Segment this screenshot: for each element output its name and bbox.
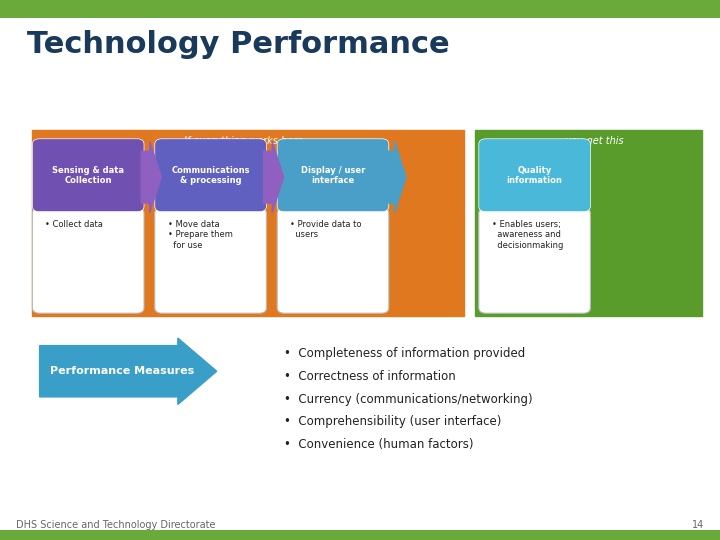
- Bar: [0, 0, 720, 18]
- Text: Communications
& processing: Communications & processing: [171, 166, 250, 185]
- FancyArrow shape: [40, 338, 217, 404]
- FancyBboxPatch shape: [155, 139, 266, 212]
- Text: •  Currency (communications/networking): • Currency (communications/networking): [284, 393, 533, 406]
- Text: Technology Performance: Technology Performance: [27, 30, 450, 59]
- Text: • Collect data: • Collect data: [45, 220, 103, 229]
- Text: ... you get this: ... you get this: [553, 136, 624, 146]
- FancyBboxPatch shape: [32, 139, 144, 212]
- Bar: [0, 530, 720, 540]
- Text: •  Completeness of information provided: • Completeness of information provided: [284, 347, 526, 360]
- Bar: [32, 130, 464, 316]
- FancyBboxPatch shape: [479, 208, 590, 313]
- Text: •  Correctness of information: • Correctness of information: [284, 370, 456, 383]
- Text: • Move data
• Prepare them
  for use: • Move data • Prepare them for use: [168, 220, 233, 249]
- FancyBboxPatch shape: [479, 139, 590, 212]
- Text: •  Convenience (human factors): • Convenience (human factors): [284, 438, 474, 451]
- Text: Quality
information: Quality information: [507, 166, 562, 185]
- Text: DHS Science and Technology Directorate: DHS Science and Technology Directorate: [16, 520, 215, 530]
- FancyBboxPatch shape: [32, 208, 144, 313]
- FancyArrow shape: [386, 141, 406, 213]
- FancyArrow shape: [141, 141, 161, 213]
- Text: Sensing & data
Collection: Sensing & data Collection: [53, 166, 125, 185]
- Text: If everything works here...: If everything works here...: [184, 136, 312, 146]
- Text: •  Comprehensibility (user interface): • Comprehensibility (user interface): [284, 415, 502, 428]
- Text: Display / user
interface: Display / user interface: [301, 166, 365, 185]
- FancyBboxPatch shape: [277, 139, 389, 212]
- FancyBboxPatch shape: [277, 208, 389, 313]
- Bar: [475, 130, 702, 316]
- FancyBboxPatch shape: [155, 208, 266, 313]
- Text: Performance Measures: Performance Measures: [50, 366, 194, 376]
- Text: • Provide data to
  users: • Provide data to users: [290, 220, 361, 239]
- FancyArrow shape: [264, 141, 284, 213]
- Text: 14: 14: [692, 520, 704, 530]
- Text: • Enables users;
  awareness and
  decisionmaking: • Enables users; awareness and decisionm…: [492, 220, 563, 249]
